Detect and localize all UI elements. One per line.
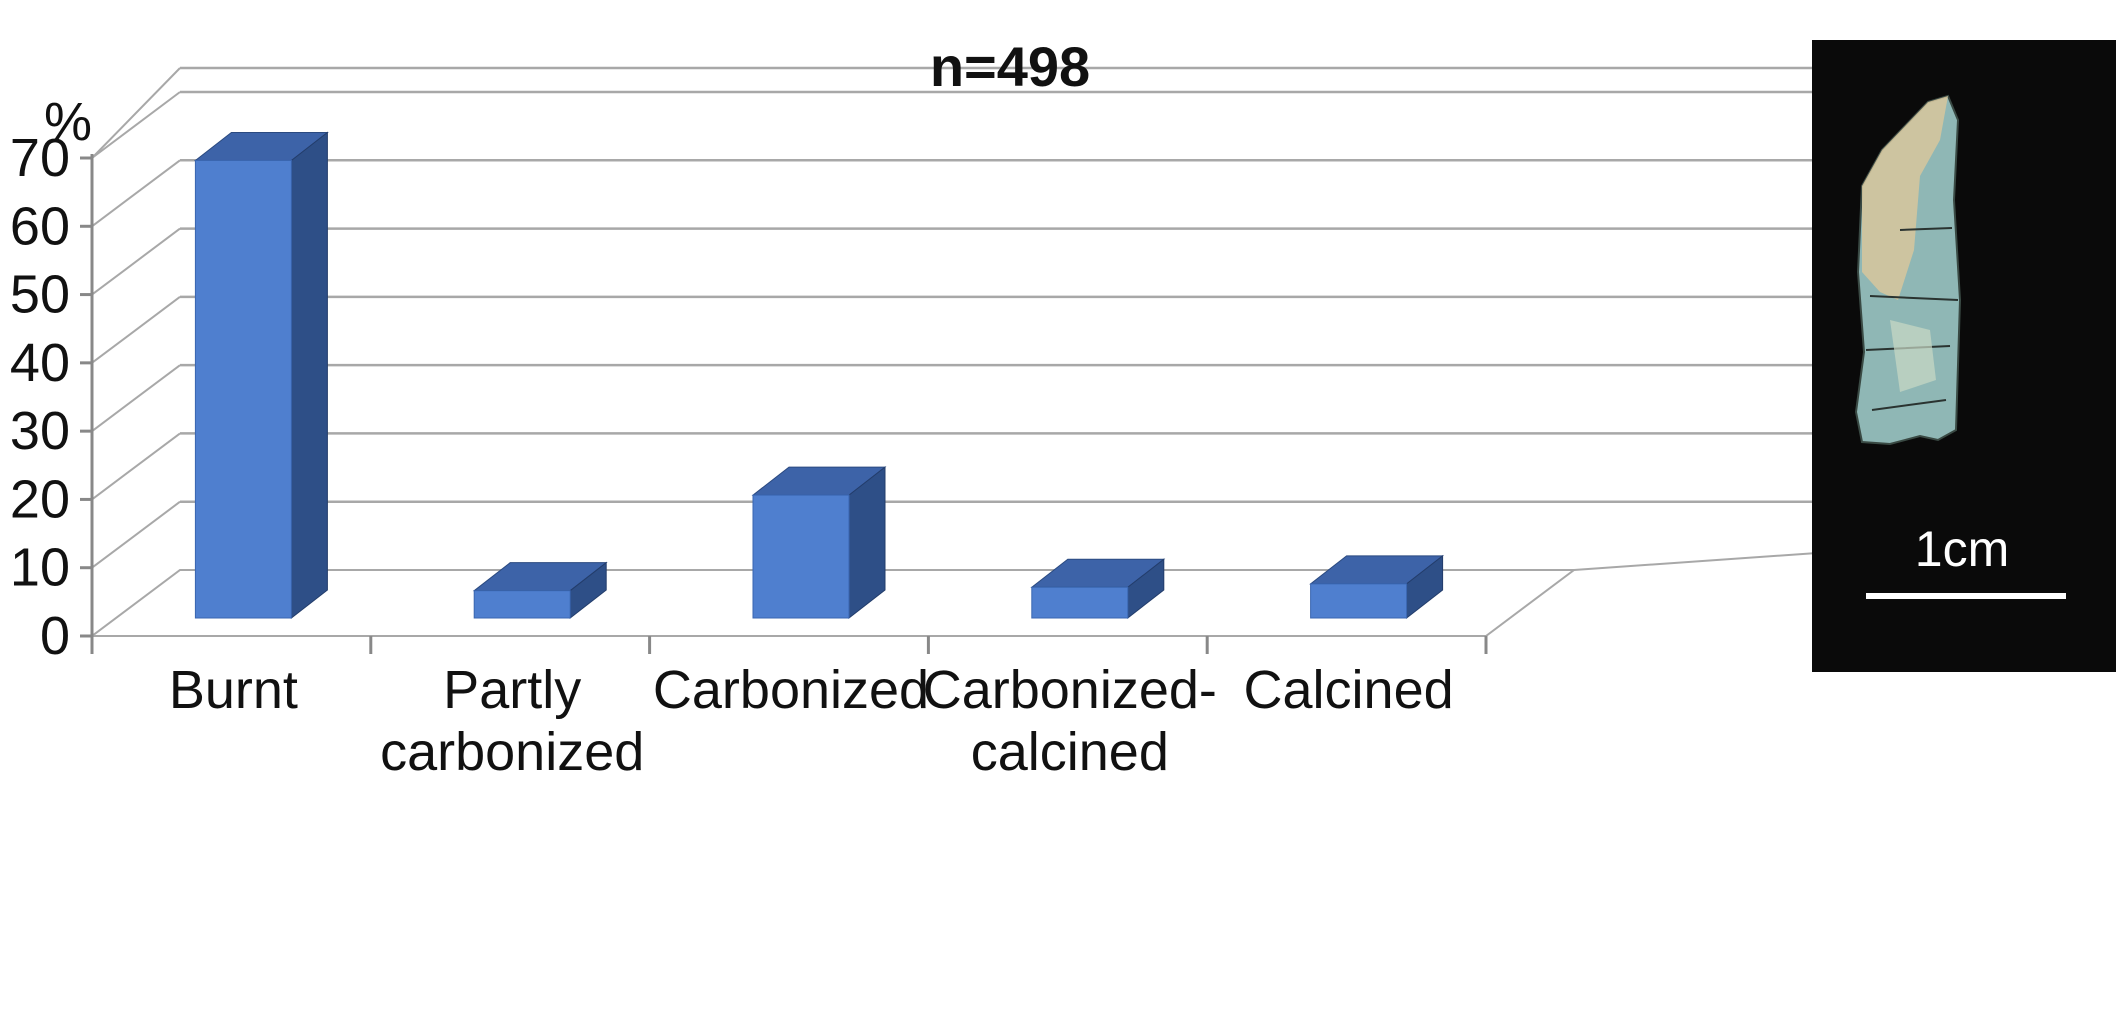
bar-front xyxy=(1310,583,1408,619)
wall-gridline xyxy=(91,91,181,159)
x-category-label: Partly xyxy=(443,660,581,720)
y-tick-label: 10 xyxy=(10,538,70,598)
fragment-highlight xyxy=(1862,96,1948,300)
wall-gridline xyxy=(91,159,181,228)
y-tick-label: 30 xyxy=(10,401,70,461)
bar xyxy=(1030,558,1166,620)
wall-gridline xyxy=(91,296,181,364)
wall-gridline xyxy=(91,500,181,569)
bone-fragment-image xyxy=(1854,94,1962,446)
x-category-label: carbonized xyxy=(380,722,644,782)
bar-front xyxy=(1031,586,1129,619)
wall-gridline xyxy=(91,364,181,432)
x-category-label: calcined xyxy=(971,722,1169,782)
x-category-label: Carbonized- xyxy=(923,660,1217,720)
bar xyxy=(472,561,608,620)
fragment-cracks xyxy=(1865,227,1959,411)
x-category-label: Burnt xyxy=(169,660,298,720)
wall-gridline xyxy=(91,227,181,296)
y-tick-label: 60 xyxy=(10,196,70,256)
y-tick-label: 0 xyxy=(40,606,70,666)
y-axis-unit: % xyxy=(44,92,92,152)
y-tick-label: 20 xyxy=(10,469,70,529)
x-category-label: Calcined xyxy=(1244,660,1454,720)
bar xyxy=(1309,554,1445,620)
inset-background xyxy=(1812,40,2116,672)
bar xyxy=(751,466,887,620)
bar-front xyxy=(473,590,571,619)
gridlines xyxy=(89,66,2116,637)
x-category-label: Carbonized xyxy=(653,660,929,720)
scale-label: 1cm xyxy=(1915,521,2009,577)
chart-title: n=498 xyxy=(930,35,1090,98)
bar-side xyxy=(290,131,328,620)
bar-front xyxy=(752,494,850,619)
wall-gridline xyxy=(91,67,181,159)
fragment-patch xyxy=(1890,320,1936,392)
wall-gridline xyxy=(91,432,181,501)
bar-front xyxy=(194,159,292,619)
y-tick-label: 50 xyxy=(10,265,70,325)
axes xyxy=(80,154,1488,654)
bars xyxy=(193,131,1445,620)
y-tick-label: 70 xyxy=(10,128,70,188)
y-tick-label: 40 xyxy=(10,333,70,393)
inset-photo: 1cm xyxy=(1812,40,2116,672)
bar xyxy=(193,131,329,620)
